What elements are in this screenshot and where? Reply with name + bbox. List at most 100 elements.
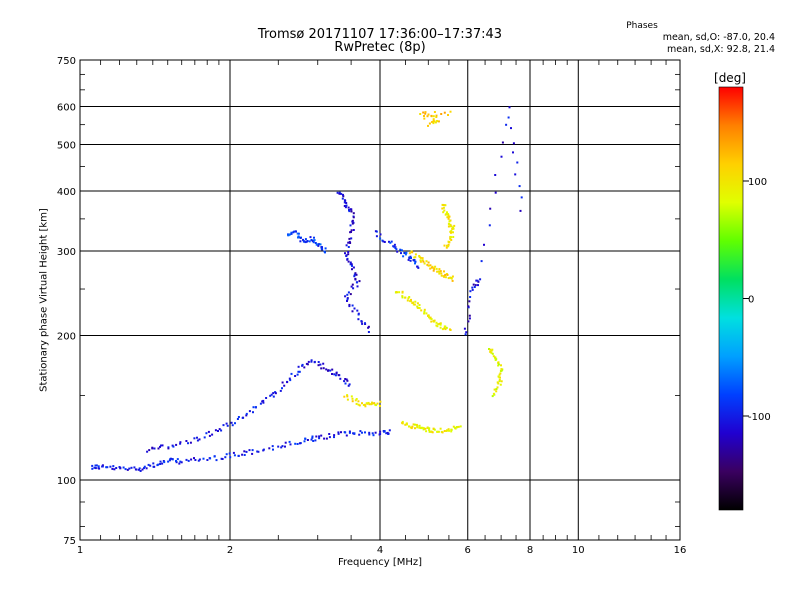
- echo-point: [436, 270, 439, 273]
- echo-point: [351, 264, 353, 267]
- echo-point: [106, 466, 109, 469]
- echo-point: [441, 328, 444, 331]
- echo-point: [333, 373, 336, 376]
- echo-point: [259, 402, 262, 405]
- echo-point: [135, 468, 138, 471]
- echo-point: [473, 286, 476, 288]
- echo-point: [379, 405, 381, 407]
- echo-point: [220, 429, 223, 432]
- echo-point: [368, 431, 371, 434]
- echo-point: [446, 429, 448, 432]
- echo-point: [494, 359, 497, 361]
- echo-point: [262, 448, 265, 451]
- echo-point: [443, 327, 446, 330]
- echo-point: [337, 431, 340, 434]
- echo-point: [112, 465, 115, 468]
- echo-point: [348, 209, 350, 211]
- echo-point: [284, 441, 287, 444]
- echo-point: [310, 359, 313, 362]
- echo-point: [410, 427, 413, 430]
- chart-subtitle: RwPretec (8p): [334, 40, 426, 55]
- echo-point: [224, 456, 227, 459]
- x-tick-label: 2: [227, 545, 233, 556]
- echo-point: [385, 432, 388, 435]
- echo-point: [368, 433, 371, 436]
- echo-point: [449, 223, 452, 226]
- echo-point: [379, 237, 382, 240]
- echo-point: [499, 376, 501, 379]
- echo-point: [467, 320, 470, 323]
- echo-point: [323, 437, 326, 440]
- echo-point: [489, 350, 492, 353]
- echo-point: [179, 442, 182, 445]
- echo-point: [346, 300, 348, 302]
- echo-point: [226, 424, 229, 427]
- echo-point: [444, 213, 447, 216]
- echo-point: [500, 155, 503, 158]
- echo-point: [256, 450, 259, 453]
- echo-point: [318, 435, 321, 438]
- echo-point: [343, 395, 346, 398]
- echo-point: [346, 394, 349, 397]
- colorbar-unit-label: [deg]: [714, 71, 746, 85]
- colorbar-tick-label: -100: [748, 412, 771, 423]
- echo-point: [348, 383, 351, 386]
- echo-point: [394, 291, 397, 294]
- echo-point: [325, 368, 328, 371]
- echo-point: [518, 185, 521, 188]
- echo-point: [454, 426, 456, 429]
- x-axis-label: Frequency [MHz]: [337, 557, 423, 568]
- echo-point: [157, 463, 160, 466]
- echo-point: [477, 284, 479, 287]
- echo-point: [153, 465, 156, 468]
- echo-point: [347, 206, 350, 209]
- echo-point: [401, 421, 404, 424]
- echo-point: [180, 461, 183, 464]
- echo-point: [351, 400, 354, 403]
- echo-point: [423, 115, 425, 117]
- echo-point: [162, 460, 165, 462]
- echo-point: [492, 392, 495, 395]
- echo-point: [187, 459, 190, 462]
- echo-point: [431, 121, 434, 123]
- echo-point: [294, 375, 297, 377]
- echo-point: [494, 174, 497, 176]
- echo-point: [436, 430, 439, 433]
- echo-point: [241, 416, 244, 419]
- echo-point: [243, 450, 246, 453]
- echo-point: [418, 426, 421, 429]
- echo-point: [101, 464, 104, 467]
- echo-point: [176, 458, 179, 461]
- echo-point: [507, 116, 510, 119]
- echo-point: [198, 438, 201, 441]
- echo-point: [449, 276, 452, 279]
- echo-point: [262, 401, 265, 404]
- echo-point: [313, 239, 316, 242]
- echo-point: [421, 257, 424, 260]
- echo-point: [435, 116, 438, 118]
- echo-point: [143, 465, 146, 468]
- echo-point: [172, 445, 175, 448]
- echo-point: [297, 370, 300, 373]
- echo-point: [352, 229, 355, 231]
- echo-point: [179, 441, 182, 444]
- echo-point: [193, 437, 196, 440]
- echo-point: [194, 459, 197, 461]
- echo-point: [424, 112, 427, 115]
- echo-point: [440, 272, 443, 275]
- echo-point: [302, 240, 305, 243]
- echo-point: [358, 404, 361, 407]
- colorbar-ticks: -100 0 100: [743, 177, 771, 423]
- echo-point: [302, 238, 304, 241]
- echo-point: [196, 436, 198, 439]
- echo-point: [311, 436, 314, 439]
- echo-point: [419, 260, 422, 263]
- echo-point: [393, 243, 396, 246]
- echo-point: [403, 252, 406, 255]
- echo-point: [344, 252, 346, 255]
- echo-point: [443, 430, 446, 432]
- echo-point: [265, 397, 268, 399]
- echo-point: [280, 446, 283, 449]
- echo-point: [488, 224, 491, 227]
- echo-point: [215, 459, 218, 462]
